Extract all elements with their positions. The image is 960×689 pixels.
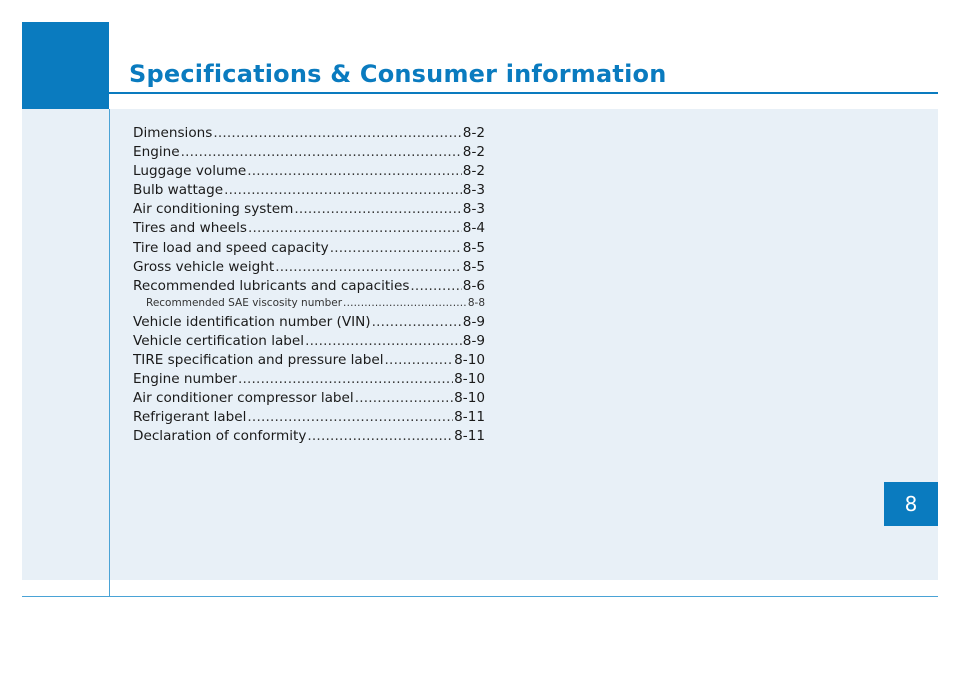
toc-entry-label: Tires and wheels [133, 220, 247, 237]
toc-entry-label: Luggage volume [133, 163, 247, 180]
toc-entry[interactable]: Gross vehicle weight 8-5 [133, 259, 485, 278]
page-title: Specifications & Consumer information [129, 60, 667, 88]
toc-leader-dots [213, 125, 461, 141]
toc-entry-label: Recommended lubricants and capacities [133, 277, 410, 294]
toc-entry-label: Declaration of conformity [133, 428, 307, 445]
toc-entry-label: Tire load and speed capacity [133, 239, 329, 256]
toc-leader-dots [248, 220, 462, 236]
toc-entry-page: 8-2 [462, 144, 485, 161]
toc-leader-dots [181, 144, 462, 160]
toc-leader-dots [238, 371, 453, 387]
toc-entry[interactable]: Air conditioning system 8-3 [133, 201, 485, 220]
toc-entry-page: 8-2 [462, 125, 485, 141]
toc-leader-dots [275, 259, 462, 275]
toc-entry-page: 8-5 [462, 258, 485, 275]
toc-entry-page: 8-5 [462, 239, 485, 256]
toc-entry-label: Bulb wattage [133, 182, 224, 199]
content-panel [22, 109, 938, 580]
toc-leader-dots [247, 163, 462, 179]
toc-entry-page: 8-3 [462, 201, 485, 218]
toc-entry[interactable]: Engine number 8-10 [133, 371, 485, 390]
table-of-contents: Dimensions 8-2 Engine 8-2 Luggage volume 8-2 B… [133, 125, 485, 448]
toc-leader-dots [385, 352, 454, 368]
toc-entry-page: 8-10 [454, 390, 485, 407]
toc-leader-dots [247, 409, 453, 425]
chapter-tab[interactable]: 8 [884, 482, 938, 526]
toc-entry[interactable]: Recommended lubricants and capacities 8-6 [133, 278, 485, 297]
toc-entry-label: Gross vehicle weight [133, 258, 275, 275]
toc-leader-dots [355, 390, 453, 406]
title-underline [109, 92, 938, 94]
toc-entry[interactable]: Air conditioner compressor label 8-10 [133, 390, 485, 409]
toc-entry[interactable]: Tires and wheels 8-4 [133, 220, 485, 239]
toc-leader-dots [294, 201, 461, 217]
toc-entry[interactable]: Luggage volume 8-2 [133, 163, 485, 182]
toc-entry-page: 8-9 [462, 332, 485, 349]
toc-entry-label: Air conditioning system [133, 201, 294, 218]
toc-entry-page: 8-6 [462, 277, 485, 294]
toc-leader-dots [343, 297, 467, 309]
toc-entry-label: Vehicle identification number (VIN) [133, 313, 371, 330]
toc-entry-label: Recommended SAE viscosity number [146, 296, 343, 309]
toc-leader-dots [372, 314, 462, 330]
toc-leader-dots [410, 278, 461, 294]
toc-entry-page: 8-2 [462, 163, 485, 180]
toc-entry-page: 8-10 [454, 371, 485, 388]
toc-entry-label: TIRE specification and pressure label [133, 352, 384, 369]
toc-entry-label: Engine [133, 144, 180, 161]
toc-entry[interactable]: Engine 8-2 [133, 144, 485, 163]
toc-entry[interactable]: Vehicle identification number (VIN) 8-9 [133, 314, 485, 333]
toc-entry-page: 8-11 [454, 409, 485, 426]
toc-leader-dots [307, 428, 453, 444]
toc-entry[interactable]: Tire load and speed capacity 8-5 [133, 240, 485, 259]
toc-entry-page: 8-3 [462, 182, 485, 199]
toc-entry-label: Air conditioner compressor label [133, 390, 354, 407]
toc-entry[interactable]: Refrigerant label 8-11 [133, 409, 485, 428]
margin-divider [109, 109, 110, 597]
toc-entry-page: 8-9 [462, 313, 485, 330]
toc-leader-dots [305, 333, 462, 349]
toc-entry-label: Refrigerant label [133, 409, 247, 426]
toc-entry-label: Vehicle certification label [133, 332, 305, 349]
toc-entry-label: Engine number [133, 371, 237, 388]
toc-leader-dots [224, 182, 462, 198]
bottom-divider [22, 596, 938, 597]
toc-entry-page: 8-4 [462, 220, 485, 237]
toc-entry[interactable]: Bulb wattage 8-3 [133, 182, 485, 201]
toc-entry[interactable]: TIRE specification and pressure label 8-1… [133, 352, 485, 371]
toc-entry[interactable]: Vehicle certification label 8-9 [133, 333, 485, 352]
toc-entry[interactable]: Declaration of conformity 8-11 [133, 428, 485, 447]
toc-subentry[interactable]: Recommended SAE viscosity number 8-8 [133, 297, 485, 314]
toc-entry[interactable]: Dimensions 8-2 [133, 125, 485, 144]
toc-entry-page: 8-10 [454, 352, 485, 369]
corner-color-block [22, 22, 109, 109]
toc-entry-label: Dimensions [133, 125, 213, 141]
toc-entry-page: 8-8 [467, 296, 485, 309]
toc-entry-page: 8-11 [454, 428, 485, 445]
toc-leader-dots [330, 240, 462, 256]
